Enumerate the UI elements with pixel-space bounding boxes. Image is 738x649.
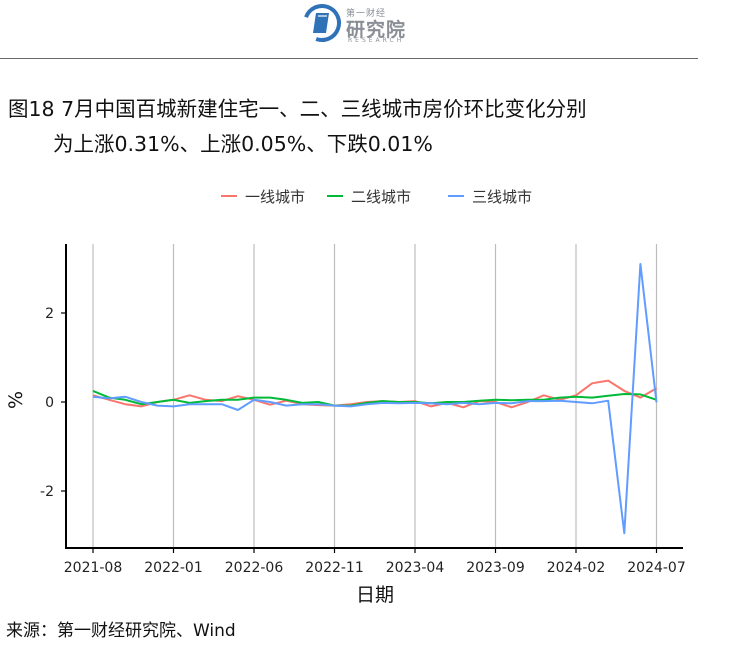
source-note: 来源：第一财经研究院、Wind	[6, 621, 236, 641]
y-axis-label: %	[5, 391, 27, 409]
header-divider	[0, 58, 698, 59]
figure-title-line2: 为上涨0.31%、上涨0.05%、下跌0.01%	[53, 132, 433, 156]
y-tick-label: 2	[45, 306, 54, 322]
figure-title: 图18 7月中国百城新建住宅一、二、三线城市房价环比变化分别 为上涨0.31%、…	[8, 92, 723, 162]
legend-label-3: 三线城市	[472, 188, 532, 206]
chart-legend: 一线城市 二线城市 三线城市	[221, 188, 532, 206]
x-ticks: 2021-08 2022-01 2022-06 2022-11 2023-04 2023-…	[64, 548, 686, 576]
series-line-3	[92, 263, 658, 535]
header-logo: 第一财经 研究院 RESEARCH	[0, 0, 738, 58]
logo-text-top: 第一财经	[346, 9, 387, 19]
y-ticks: -2 0 2	[40, 306, 66, 500]
logo-mark-icon	[303, 4, 341, 42]
logo-text-main: 研究院	[346, 19, 407, 41]
x-tick-label: 2022-11	[305, 560, 364, 576]
series-line-2	[92, 389, 657, 407]
chart-series	[92, 263, 658, 535]
x-axis-label: 日期	[356, 584, 394, 606]
x-tick-label: 2024-07	[627, 560, 686, 576]
legend-label-2: 二线城市	[351, 188, 411, 206]
x-tick-label: 2023-09	[466, 560, 525, 576]
y-tick-label: -2	[40, 484, 54, 500]
x-tick-label: 2023-04	[386, 560, 445, 576]
x-tick-label: 2024-02	[547, 560, 606, 576]
y-tick-label: 0	[45, 395, 54, 411]
x-tick-label: 2022-06	[225, 560, 284, 576]
x-tick-label: 2021-08	[64, 560, 123, 576]
figure-title-line1: 图18 7月中国百城新建住宅一、二、三线城市房价环比变化分别	[8, 97, 587, 121]
x-tick-label: 2022-01	[144, 560, 203, 576]
legend-label-1: 一线城市	[245, 188, 305, 206]
logo-text-sub: RESEARCH	[348, 37, 405, 44]
chart-axes	[65, 244, 683, 549]
line-chart: 一线城市 二线城市 三线城市 -202 2021-08 2022-01 2022-06 2…	[5, 188, 686, 606]
